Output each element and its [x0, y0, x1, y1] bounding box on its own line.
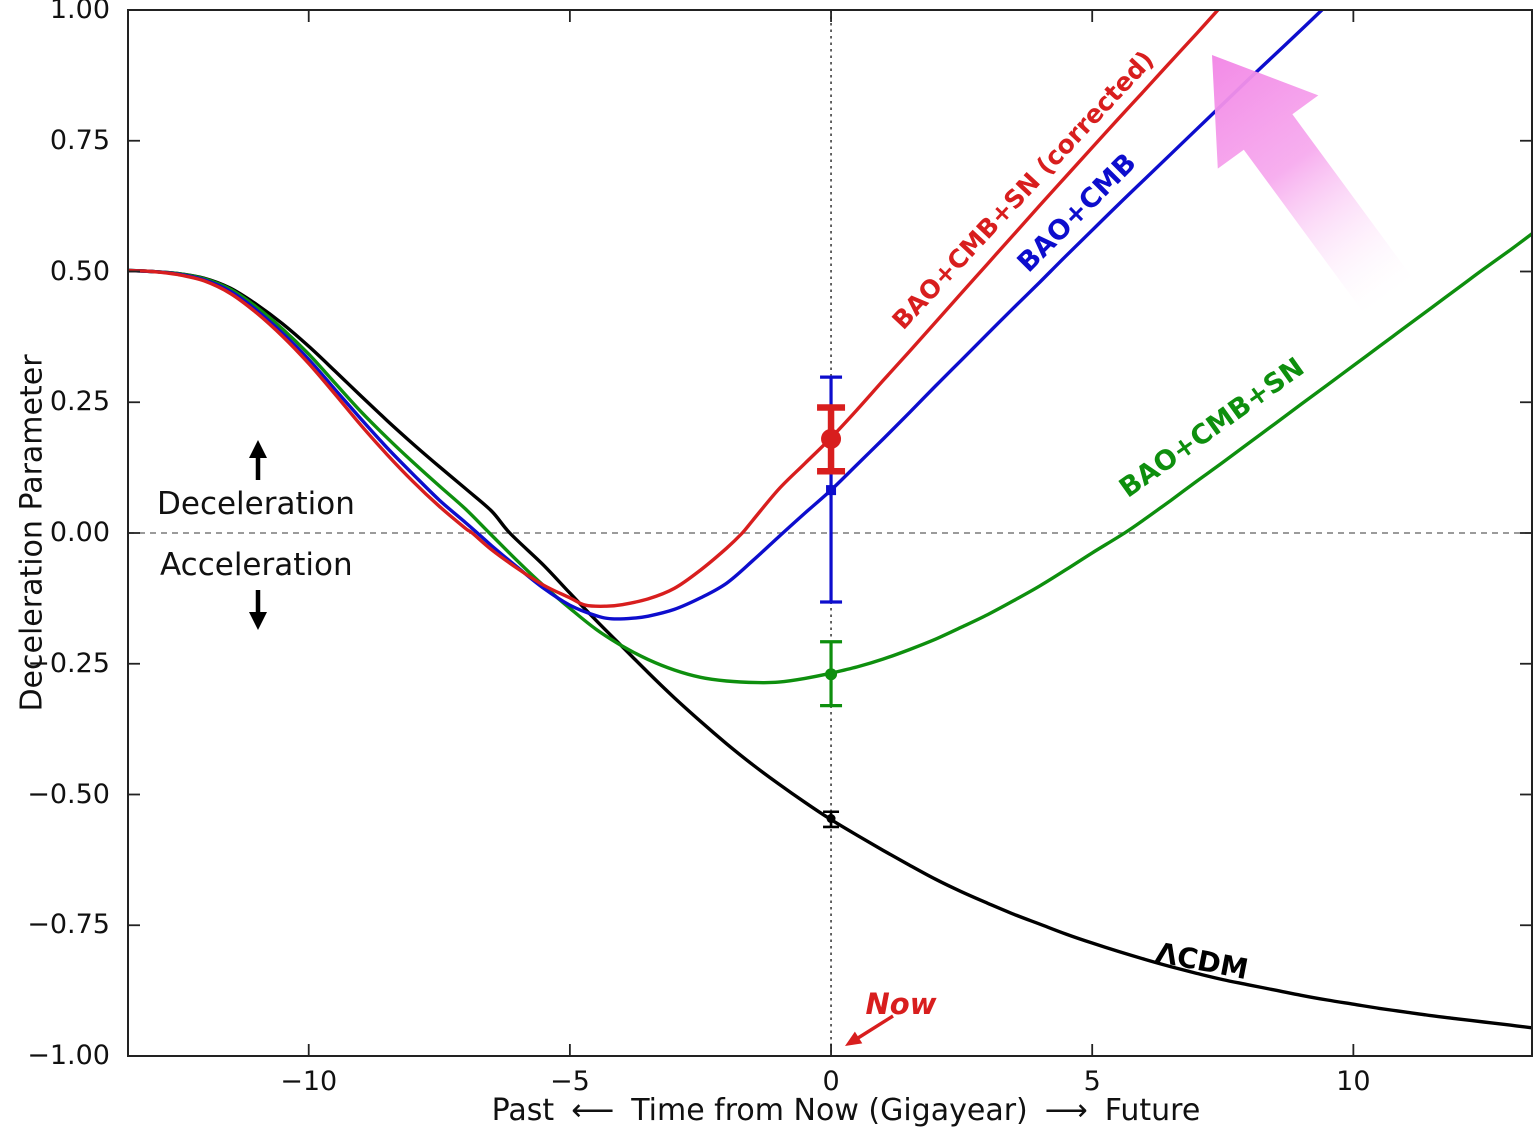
y-axis-title: Deceleration Parameter: [14, 354, 50, 712]
error-bar-bao-cmb-sn-corrected: [817, 404, 846, 475]
x-tick-label: −5: [549, 1066, 590, 1097]
data-point-marker: [825, 668, 838, 681]
axis-ticks: [128, 9, 1532, 1057]
deceleration-label: Deceleration: [157, 486, 355, 522]
y-tick-label: 0.00: [49, 516, 110, 548]
y-tick-label: 0.50: [49, 255, 110, 287]
deceleration-arrow-icon: [249, 440, 267, 480]
x-tick-label: 0: [822, 1066, 840, 1097]
curve-bao-cmb-sn-corrected: [128, 10, 1221, 608]
reference-lines: [128, 10, 1532, 1056]
y-tick-label: −0.25: [27, 647, 110, 679]
x-axis-future-label: Future: [1104, 1093, 1201, 1128]
now-arrow-icon: [845, 1014, 894, 1046]
right-long-arrow-icon: ⟶: [1044, 1093, 1088, 1128]
y-tick-label: 0.25: [49, 386, 110, 418]
x-axis-main-label: Time from Now (Gigayear): [631, 1093, 1028, 1128]
x-tick-label: −10: [280, 1066, 338, 1097]
error-bar-cdm: [823, 810, 840, 829]
acceleration-arrow-icon: [249, 590, 267, 630]
left-long-arrow-icon: ⟵: [571, 1093, 615, 1128]
y-tick-label: −0.50: [27, 778, 110, 810]
y-tick-label: −0.75: [27, 909, 110, 941]
x-axis-title: Past ⟵ Time from Now (Gigayear) ⟶ Future: [492, 1093, 1201, 1128]
x-axis-past-label: Past: [491, 1093, 555, 1128]
y-tick-label: 1.00: [49, 0, 110, 25]
curve-bao-cmb: [128, 10, 1325, 621]
now-label: Now: [865, 987, 937, 1021]
trend-arrow-icon: [1212, 55, 1415, 316]
acceleration-label: Acceleration: [160, 547, 353, 583]
error-bar-bao-cmb-sn: [820, 640, 843, 708]
y-tick-label: 0.75: [49, 124, 110, 156]
data-point-marker: [826, 485, 837, 496]
data-point-marker: [826, 814, 836, 824]
error-bars: [817, 375, 846, 829]
data-point-marker: [821, 428, 842, 449]
y-tick-label: −1.00: [27, 1039, 110, 1071]
x-tick-label: 5: [1083, 1066, 1101, 1097]
x-tick-label: 10: [1336, 1066, 1371, 1097]
